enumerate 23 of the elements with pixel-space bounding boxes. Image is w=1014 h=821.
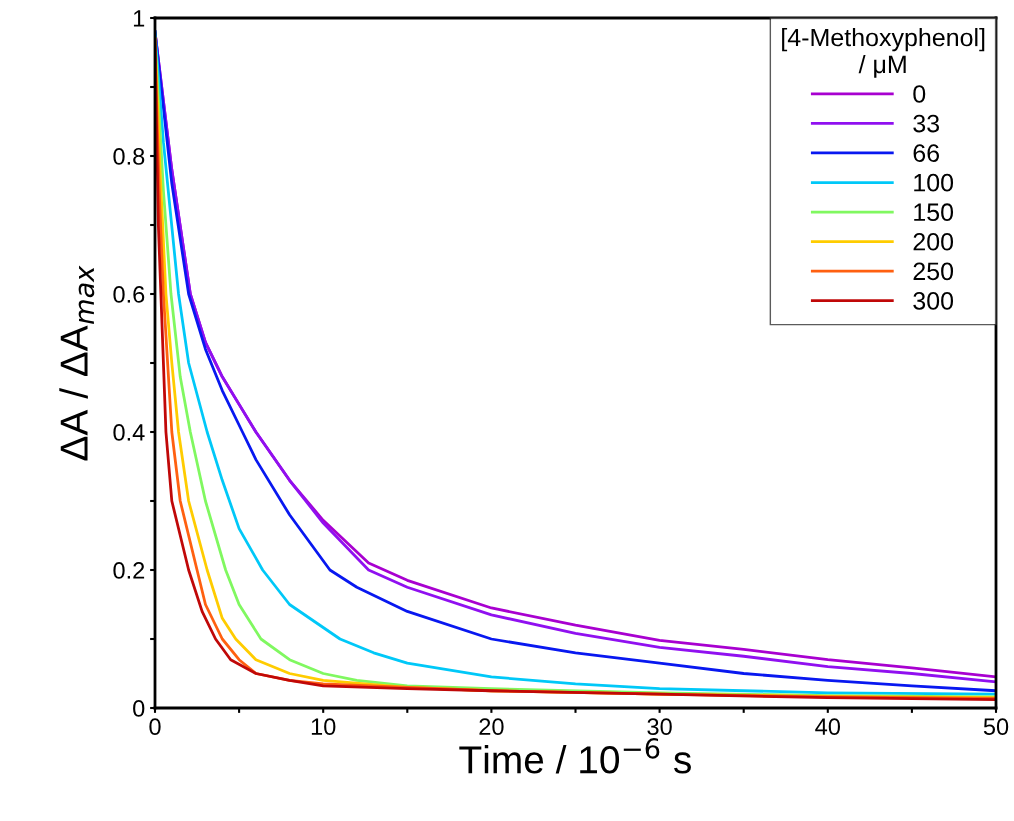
x-axis-title: Time / 10$^{−6}$ s — [459, 738, 691, 774]
legend-label: 150 — [914, 203, 954, 222]
y-tick-label: 0.8 — [113, 148, 145, 165]
legend-label: 300 — [913, 292, 954, 310]
x-tick-label: 30 — [647, 718, 672, 736]
y-tick-label: 1 — [133, 10, 145, 27]
x-tick-label: 40 — [815, 718, 841, 736]
y-tick-label: 0.6 — [113, 286, 145, 303]
x-tick-label: 20 — [479, 718, 504, 736]
legend-label: 100 — [914, 173, 954, 192]
x-tick-label: 10 — [311, 718, 336, 736]
y-tick-label: 0 — [133, 700, 145, 717]
y-tick-label: 0.4 — [113, 424, 145, 441]
legend-label: 250 — [913, 262, 954, 281]
x-tick-label: 50 — [983, 718, 1009, 736]
legend-label: 33 — [913, 114, 940, 133]
y-axis-title: ΔA / ΔA$_{max}$ — [59, 265, 95, 461]
y-tick-label: 0.2 — [113, 562, 145, 579]
legend-label: 66 — [913, 144, 940, 162]
legend-title: [4-Methoxyphenol] / μM — [782, 28, 985, 78]
legend-label: 200 — [913, 232, 954, 251]
legend-label: 0 — [913, 85, 926, 103]
x-tick-label: 0 — [149, 718, 161, 736]
